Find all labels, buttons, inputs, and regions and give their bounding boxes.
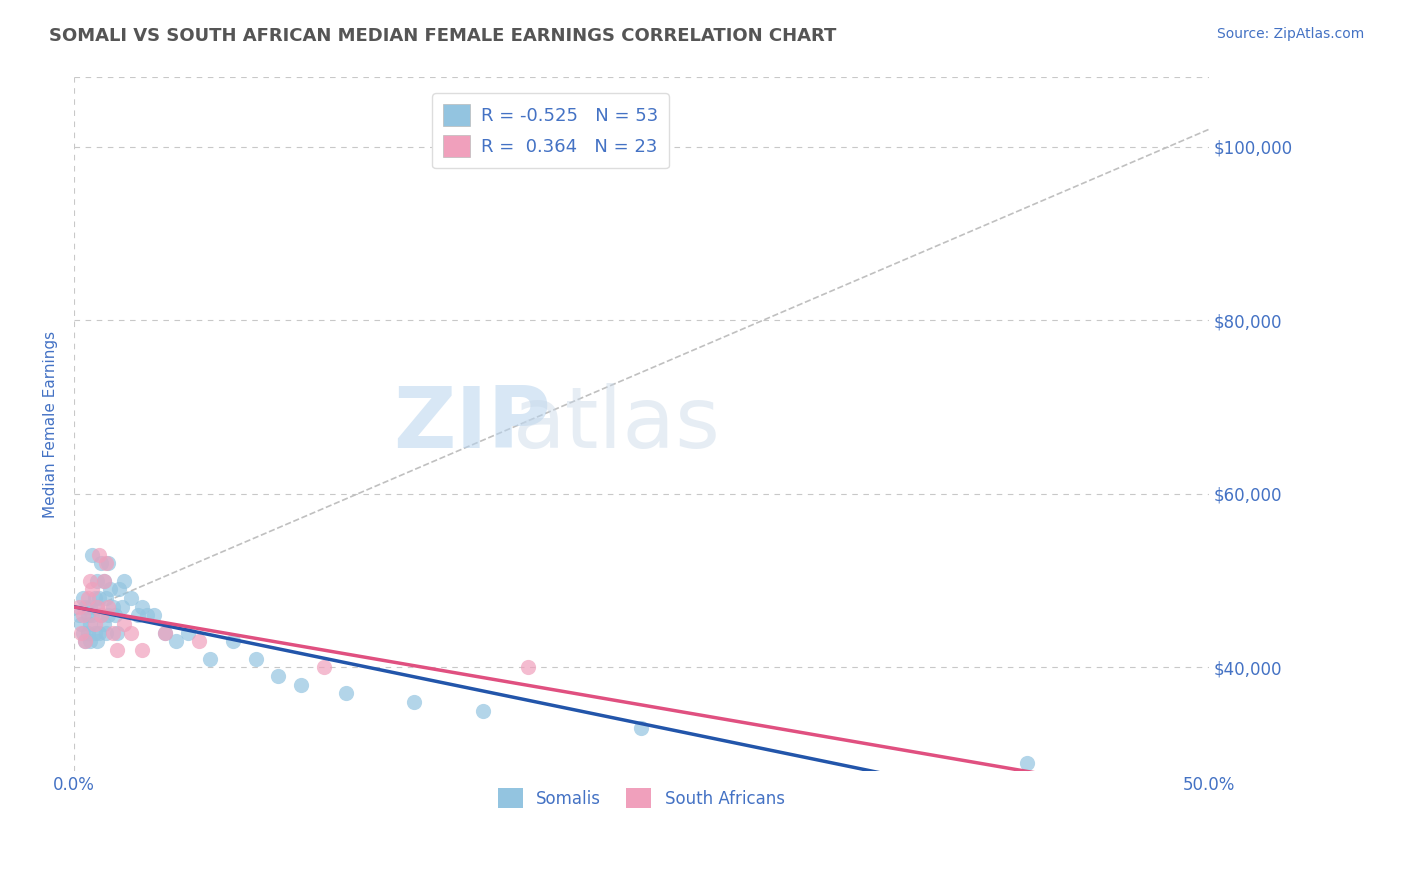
Point xyxy=(75,599,97,614)
Point xyxy=(630,721,652,735)
Point xyxy=(112,574,135,588)
Point xyxy=(335,686,357,700)
Point xyxy=(87,591,110,605)
Point xyxy=(76,625,98,640)
Point xyxy=(79,574,101,588)
Point xyxy=(67,608,90,623)
Point xyxy=(471,704,494,718)
Point xyxy=(112,616,135,631)
Point xyxy=(404,695,426,709)
Point xyxy=(72,625,94,640)
Point xyxy=(94,625,117,640)
Point xyxy=(93,574,115,588)
Point xyxy=(97,556,120,570)
Point xyxy=(86,574,108,588)
Point xyxy=(200,651,222,665)
Point xyxy=(135,608,157,623)
Point xyxy=(75,634,97,648)
Point xyxy=(222,634,245,648)
Point xyxy=(153,625,176,640)
Point xyxy=(516,660,538,674)
Point xyxy=(142,608,165,623)
Point xyxy=(97,608,120,623)
Point xyxy=(70,616,93,631)
Point xyxy=(245,651,267,665)
Text: Source: ZipAtlas.com: Source: ZipAtlas.com xyxy=(1216,27,1364,41)
Point xyxy=(79,634,101,648)
Point xyxy=(94,556,117,570)
Point xyxy=(86,634,108,648)
Point xyxy=(82,582,104,597)
Point xyxy=(267,669,290,683)
Y-axis label: Median Female Earnings: Median Female Earnings xyxy=(44,331,58,518)
Point xyxy=(90,608,112,623)
Point xyxy=(79,599,101,614)
Point xyxy=(83,591,105,605)
Point xyxy=(187,634,209,648)
Point xyxy=(72,591,94,605)
Point xyxy=(87,625,110,640)
Point xyxy=(131,599,153,614)
Point xyxy=(90,556,112,570)
Point xyxy=(176,625,198,640)
Point xyxy=(1015,756,1038,770)
Point xyxy=(83,616,105,631)
Point xyxy=(76,608,98,623)
Point xyxy=(131,643,153,657)
Point xyxy=(111,599,134,614)
Point xyxy=(120,591,142,605)
Point xyxy=(127,608,149,623)
Point xyxy=(101,625,124,640)
Point xyxy=(93,574,115,588)
Legend: Somalis, South Africans: Somalis, South Africans xyxy=(491,781,792,815)
Point xyxy=(87,548,110,562)
Point xyxy=(104,608,127,623)
Text: ZIP: ZIP xyxy=(392,383,551,466)
Point xyxy=(86,599,108,614)
Point xyxy=(79,616,101,631)
Point xyxy=(105,643,128,657)
Point xyxy=(67,599,90,614)
Point xyxy=(90,608,112,623)
Point xyxy=(312,660,335,674)
Point xyxy=(108,582,131,597)
Point xyxy=(100,582,122,597)
Point xyxy=(120,625,142,640)
Point xyxy=(82,548,104,562)
Point xyxy=(93,616,115,631)
Point xyxy=(70,625,93,640)
Point xyxy=(76,591,98,605)
Point xyxy=(86,599,108,614)
Point xyxy=(105,625,128,640)
Point xyxy=(83,625,105,640)
Point xyxy=(101,599,124,614)
Point xyxy=(82,608,104,623)
Point xyxy=(165,634,187,648)
Point xyxy=(153,625,176,640)
Text: SOMALI VS SOUTH AFRICAN MEDIAN FEMALE EARNINGS CORRELATION CHART: SOMALI VS SOUTH AFRICAN MEDIAN FEMALE EA… xyxy=(49,27,837,45)
Text: atlas: atlas xyxy=(513,383,721,466)
Point xyxy=(97,599,120,614)
Point xyxy=(72,608,94,623)
Point xyxy=(290,678,312,692)
Point xyxy=(94,591,117,605)
Point xyxy=(75,634,97,648)
